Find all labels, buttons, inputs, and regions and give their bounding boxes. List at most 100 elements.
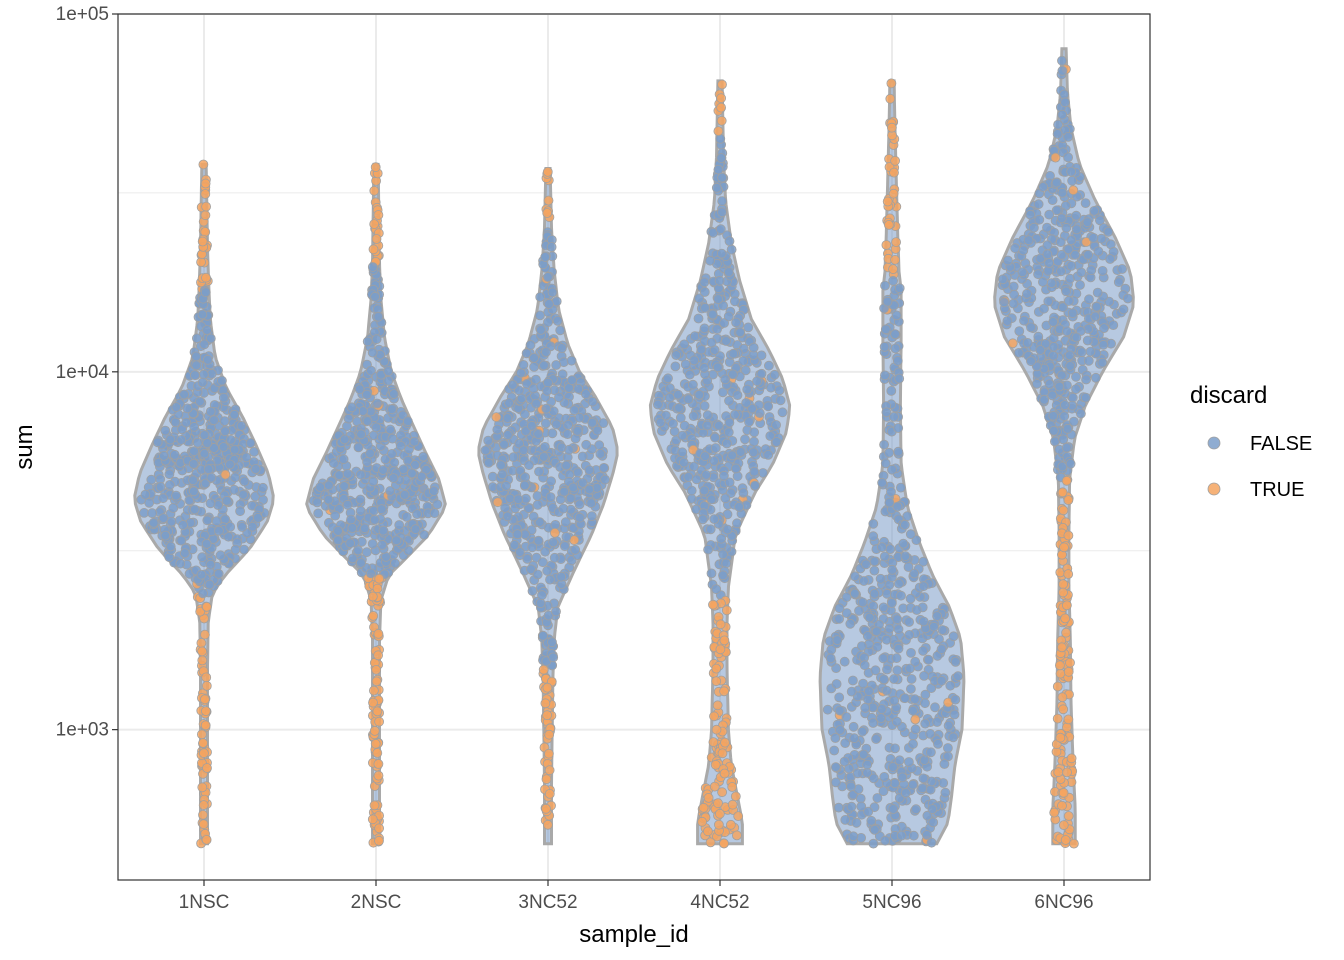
point-false: [1022, 288, 1032, 299]
point-false: [541, 347, 551, 357]
point-false: [888, 804, 899, 814]
point-false: [570, 544, 581, 555]
point-true: [374, 716, 385, 727]
point-false: [705, 524, 716, 535]
point-false: [840, 738, 851, 748]
point-true: [374, 835, 384, 846]
point-false: [861, 559, 871, 570]
point-false: [846, 781, 856, 792]
point-true: [887, 122, 897, 133]
y-tick-label: 1e+05: [56, 4, 109, 25]
point-false: [878, 786, 889, 797]
point-false: [943, 743, 953, 753]
point-false: [927, 804, 938, 814]
point-false: [839, 656, 850, 667]
point-false: [851, 817, 862, 828]
point-false: [894, 373, 905, 384]
point-false: [356, 429, 367, 440]
point-false: [140, 489, 151, 500]
point-false: [1113, 277, 1124, 288]
point-false: [516, 393, 527, 404]
point-true: [705, 837, 716, 848]
point-true: [544, 789, 555, 799]
point-false: [1057, 109, 1068, 120]
point-false: [908, 779, 918, 790]
point-true: [1063, 714, 1074, 725]
point-false: [925, 784, 936, 795]
point-false: [1063, 244, 1074, 255]
point-false: [1013, 347, 1024, 358]
point-false: [552, 315, 563, 326]
point-false: [525, 340, 536, 350]
point-false: [558, 503, 569, 514]
point-false: [1033, 269, 1043, 280]
point-true: [715, 619, 726, 630]
point-false: [1076, 347, 1087, 358]
point-true: [886, 78, 897, 89]
point-false: [1090, 311, 1101, 322]
point-false: [900, 520, 910, 530]
point-false: [369, 514, 380, 525]
point-false: [680, 359, 691, 370]
point-true: [371, 665, 382, 675]
point-false: [543, 317, 553, 328]
point-false: [543, 272, 553, 283]
point-false: [887, 464, 897, 475]
point-false: [164, 469, 175, 480]
point-false: [547, 637, 557, 648]
point-false: [693, 313, 704, 324]
point-false: [1014, 326, 1025, 337]
point-false: [203, 464, 214, 475]
point-false: [949, 709, 960, 720]
point-false: [541, 403, 552, 414]
point-false: [877, 542, 887, 553]
point-false: [239, 476, 250, 487]
point-false: [230, 544, 241, 555]
point-false: [504, 398, 515, 409]
point-false: [889, 411, 899, 422]
point-false: [323, 494, 334, 505]
point-false: [181, 417, 192, 428]
point-false: [537, 590, 547, 601]
point-false: [532, 569, 543, 580]
point-false: [1008, 281, 1019, 292]
point-false: [709, 514, 720, 524]
point-true: [370, 738, 381, 749]
y-tick-label: 1e+04: [56, 362, 110, 383]
axes: 1e+03 1e+04 1e+05 1NSC 2NSC 3NC52 4NC52 5NC96 6N…: [56, 4, 1094, 913]
point-false: [201, 539, 212, 549]
point-false: [559, 486, 570, 497]
point-false: [716, 248, 727, 259]
point-false: [1099, 323, 1109, 334]
point-false: [675, 412, 686, 423]
point-false: [1038, 182, 1048, 192]
point-false: [1009, 289, 1019, 300]
point-false: [1018, 245, 1029, 256]
point-false: [540, 546, 551, 557]
point-false: [884, 497, 895, 508]
point-false: [547, 428, 558, 439]
point-false: [833, 802, 844, 813]
point-false: [1071, 371, 1081, 382]
point-true: [542, 682, 553, 693]
point-false: [892, 501, 903, 512]
point-false: [383, 366, 394, 377]
point-false: [718, 549, 728, 560]
point-true: [1058, 704, 1069, 715]
point-false: [549, 552, 560, 563]
point-false: [1039, 394, 1050, 405]
point-false: [900, 693, 910, 704]
point-false: [334, 470, 345, 481]
point-false: [1084, 294, 1094, 305]
point-false: [540, 252, 551, 262]
point-true: [369, 800, 380, 811]
point-true: [368, 697, 378, 708]
point-false: [1046, 278, 1057, 289]
point-false: [354, 384, 365, 395]
point-false: [1117, 264, 1127, 274]
point-false: [711, 584, 722, 595]
point-false: [863, 694, 873, 705]
point-false: [540, 441, 550, 452]
point-true: [709, 711, 719, 722]
